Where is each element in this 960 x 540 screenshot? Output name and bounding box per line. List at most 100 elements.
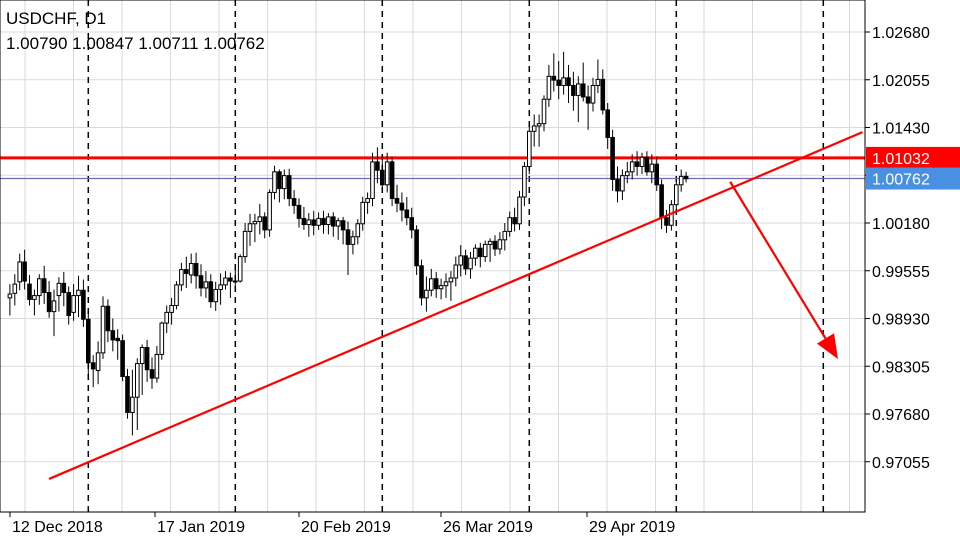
bid-price-tag [866,167,960,190]
candle-body [551,75,557,81]
candle-body [257,216,263,222]
candle-body [571,84,576,96]
candle-body [51,300,57,313]
candle-body [90,362,96,370]
candle-body [86,318,91,364]
candle-body [674,184,679,206]
candle-body [350,236,356,245]
candle-body [252,220,258,225]
candle-body [247,223,253,232]
candle-body [409,217,414,231]
candle-body [522,165,527,198]
projection-arrow-shaft [729,181,827,340]
candle-body [198,275,204,289]
y-tick-label: 0.98930 [872,312,930,329]
candle-body [478,247,483,258]
candle-body [394,198,400,204]
candle-body [683,175,689,180]
x-tick-label: 20 Feb 2019 [301,519,391,536]
y-tick-label: 1.01430 [872,121,930,138]
candle-body [179,269,184,286]
candle-body [517,196,522,225]
candle-body [37,278,42,297]
grid [0,0,865,512]
candles [7,51,689,436]
candle-body [27,283,32,300]
candle-body [615,178,620,192]
candle-body [81,289,86,320]
symbol-title: USDCHF, D1 [6,9,107,28]
candle-body [71,295,76,313]
candle-body [375,161,380,171]
y-tick-label: 0.99555 [872,264,930,281]
candle-body [487,240,493,245]
candle-body [301,217,307,226]
candle-body [110,330,116,341]
candle-body [311,219,316,226]
candle-body [12,283,18,294]
candle-body [345,229,351,245]
candle-body [340,220,346,231]
y-tick-label: 1.02055 [872,73,930,90]
y-tick-label: 0.97055 [872,455,930,472]
plot-frame [0,0,866,513]
candle-body [625,171,630,177]
candle-body [360,201,365,225]
bid-price-tag-label: 1.00762 [872,172,930,189]
trend-line [48,131,863,480]
candle-body [66,292,72,316]
candle-body [380,169,385,186]
y-tick-label: 0.98305 [872,359,930,376]
candle-body [448,277,454,283]
candle-body [399,202,405,211]
candle-body [17,261,22,283]
candle-body [502,230,508,241]
candle-body [541,98,547,125]
candle-body [95,352,101,371]
candle-body [365,198,370,203]
x-tick-label: 26 Mar 2019 [443,519,533,536]
candle-body [644,156,650,173]
price-tags: 1.01032 1.00762 [866,146,960,190]
x-tick-label: 17 Jan 2019 [157,519,245,536]
candle-body [424,289,429,299]
candle-body [355,223,361,238]
candle-body [414,229,419,267]
candle-body [218,284,223,290]
x-tick-label: 12 Dec 2018 [12,519,103,536]
candle-body [316,217,321,226]
candle-body [404,209,410,219]
candle-body [208,281,214,303]
candle-body [654,163,660,186]
candle-body [649,163,655,173]
candle-body [546,75,552,100]
candle-body [453,264,459,279]
resistance-price-tag-label: 1.01032 [872,151,930,168]
candle-body [32,295,37,300]
candle-body [482,243,488,258]
candle-body [267,191,272,231]
candle-body [149,369,155,379]
horizontal-lines [0,156,865,180]
y-tick-label: 1.00180 [872,216,930,233]
y-axis: 1.026801.020551.014301.008051.001800.995… [865,25,930,472]
candle-body [76,289,81,297]
candle-body [105,305,111,332]
candle-body [492,240,498,250]
candle-body [370,161,375,200]
candle-body [203,281,209,289]
candle-body [223,277,228,286]
candle-body [125,376,130,413]
candle-body [61,282,67,294]
candle-body [306,219,312,226]
candle-body [100,305,106,354]
candle-body [331,216,336,227]
candle-body [433,278,439,290]
candle-body [429,278,434,291]
candle-body [527,130,532,167]
candle-body [600,78,606,111]
candle-body [120,340,125,378]
candle-body [507,217,512,232]
candle-body [620,175,625,192]
